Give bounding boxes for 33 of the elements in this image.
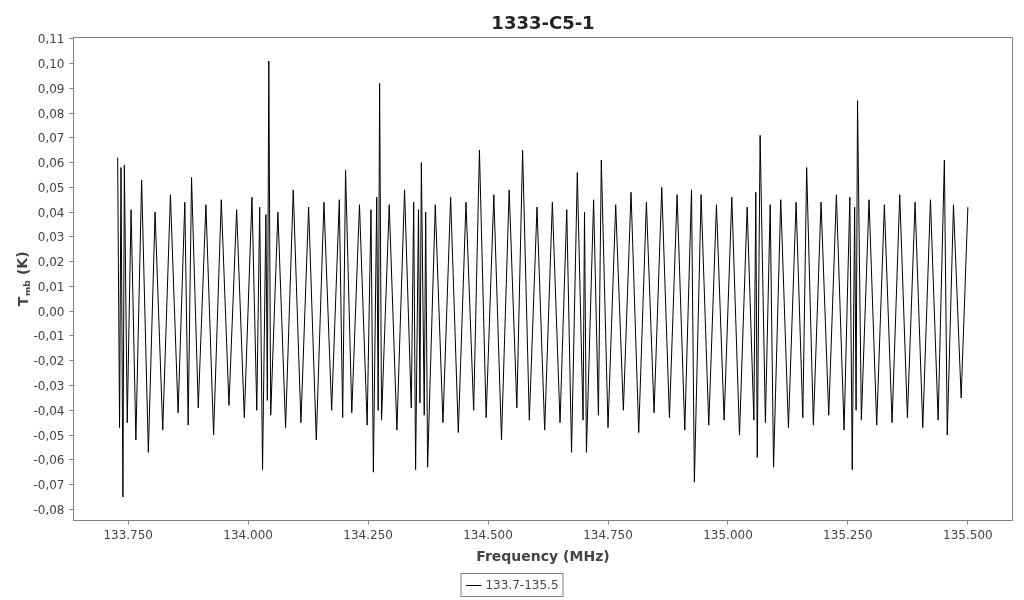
y-tick-label: -0,04 (33, 403, 65, 418)
y-tick-label: 0,00 (37, 304, 65, 319)
y-tick-label: 0,06 (37, 156, 65, 171)
y-axis-title: Tmb (K) (14, 251, 33, 307)
y-tick-label: 0,01 (37, 279, 65, 294)
y-tick-label: -0,02 (33, 354, 65, 369)
y-tick-label: -0,01 (33, 329, 65, 344)
x-tick-label: 134.750 (583, 527, 633, 542)
x-axis-title: Frequency (MHz) (476, 547, 610, 564)
legend-label: 133.7-135.5 (485, 578, 559, 592)
chart-title: 1333-C5-1 (491, 11, 595, 33)
y-tick-label: 0,03 (37, 230, 65, 245)
x-tick-label: 134.500 (463, 527, 513, 542)
y-tick-label: -0,05 (33, 428, 65, 443)
y-tick-label: -0,07 (33, 478, 65, 493)
y-tick-label: 0,11 (37, 32, 65, 47)
line-series (117, 60, 969, 498)
y-tick-label: 0,04 (37, 205, 65, 220)
y-tick-label: 0,09 (37, 81, 65, 96)
y-tick-label: 0,10 (37, 57, 65, 72)
y-tick-label: -0,06 (33, 453, 65, 468)
y-tick-label: 0,07 (37, 131, 65, 146)
x-tick-label: 134.250 (343, 527, 393, 542)
y-tick-label: 0,05 (37, 180, 65, 195)
y-tick-label: -0,03 (33, 379, 65, 394)
x-tick-label: 133.750 (103, 527, 154, 542)
y-tick-label: -0,08 (33, 502, 65, 517)
x-tick-label: 134.000 (223, 527, 273, 542)
x-tick-label: 135.000 (703, 527, 753, 542)
y-tick-label: 0,02 (37, 255, 65, 270)
y-tick-label: 0,08 (37, 106, 65, 121)
x-tick-label: 135.250 (823, 527, 873, 542)
x-tick-label: 135.500 (943, 527, 993, 542)
